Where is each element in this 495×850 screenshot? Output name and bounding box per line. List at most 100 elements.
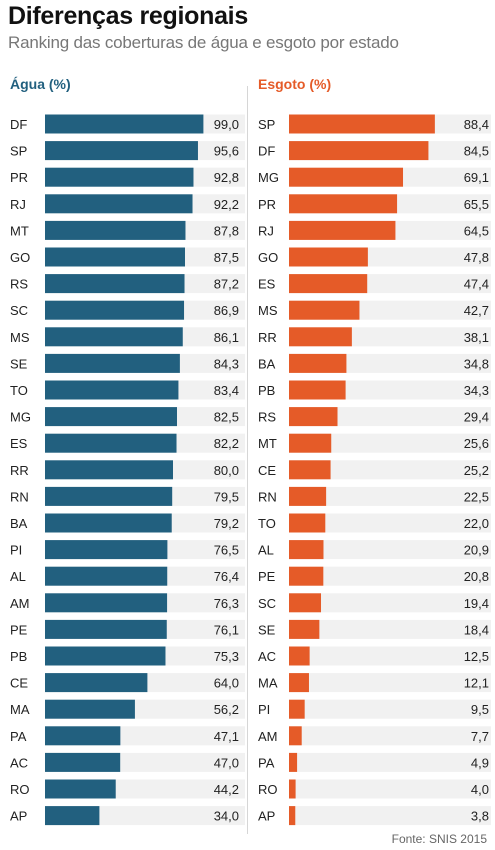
esgoto-value-label: 42,7 — [464, 303, 489, 318]
esgoto-value-label: 12,5 — [464, 649, 489, 664]
esgoto-category-label: RJ — [258, 223, 274, 238]
esgoto-category-label: SE — [258, 622, 276, 637]
agua-panel-title: Água (%) — [10, 76, 71, 92]
agua-bar — [45, 220, 186, 240]
agua-category-label: RS — [10, 277, 28, 292]
esgoto-category-label: MS — [258, 303, 278, 318]
esgoto-bar — [289, 300, 360, 320]
esgoto-value-label: 64,5 — [464, 223, 489, 238]
esgoto-value-label: 25,6 — [464, 436, 489, 451]
esgoto-category-label: SP — [258, 117, 275, 132]
esgoto-bar — [289, 752, 298, 772]
esgoto-bar-track — [289, 593, 491, 613]
agua-value-label: 75,3 — [214, 649, 239, 664]
agua-value-label: 86,9 — [214, 303, 239, 318]
esgoto-category-label: RS — [258, 410, 276, 425]
esgoto-bar-track — [289, 566, 491, 586]
esgoto-bar — [289, 433, 332, 453]
esgoto-bar — [289, 353, 347, 373]
agua-bar — [45, 540, 168, 560]
agua-value-label: 87,5 — [214, 250, 239, 265]
esgoto-value-label: 25,2 — [464, 463, 489, 478]
esgoto-bar — [289, 114, 435, 134]
esgoto-category-label: AC — [258, 649, 276, 664]
agua-bar — [45, 327, 183, 347]
agua-value-label: 76,3 — [214, 596, 239, 611]
agua-category-label: PA — [10, 729, 27, 744]
agua-value-label: 83,4 — [214, 383, 239, 398]
esgoto-value-label: 19,4 — [464, 596, 489, 611]
esgoto-category-label: MT — [258, 436, 277, 451]
esgoto-bar-track — [289, 726, 491, 746]
agua-value-label: 82,2 — [214, 436, 239, 451]
esgoto-category-label: RN — [258, 489, 277, 504]
agua-value-label: 79,5 — [214, 489, 239, 504]
agua-value-label: 76,4 — [214, 569, 239, 584]
esgoto-bar-track — [289, 460, 491, 480]
agua-value-label: 47,1 — [214, 729, 239, 744]
esgoto-category-label: MA — [258, 676, 278, 691]
agua-bar — [45, 699, 135, 719]
esgoto-bar — [289, 699, 305, 719]
esgoto-value-label: 65,5 — [464, 197, 489, 212]
agua-bar — [45, 460, 173, 480]
esgoto-bar — [289, 726, 302, 746]
esgoto-value-label: 69,1 — [464, 170, 489, 185]
agua-category-label: MA — [10, 702, 30, 717]
esgoto-value-label: 38,1 — [464, 330, 489, 345]
agua-category-label: RN — [10, 489, 29, 504]
esgoto-category-label: PB — [258, 383, 275, 398]
esgoto-value-label: 47,4 — [464, 277, 489, 292]
agua-bar — [45, 779, 116, 799]
esgoto-bar — [289, 806, 296, 826]
esgoto-bar — [289, 167, 404, 187]
esgoto-category-label: AM — [258, 729, 278, 744]
esgoto-category-label: BA — [258, 356, 276, 371]
agua-bar — [45, 167, 194, 187]
agua-bar — [45, 300, 185, 320]
agua-value-label: 64,0 — [214, 676, 239, 691]
esgoto-value-label: 47,8 — [464, 250, 489, 265]
esgoto-category-label: CE — [258, 463, 276, 478]
agua-category-label: PE — [10, 622, 28, 637]
esgoto-bar-track — [289, 619, 491, 639]
esgoto-category-label: AP — [258, 809, 275, 824]
esgoto-bar — [289, 486, 327, 506]
agua-category-label: RR — [10, 463, 29, 478]
panel-divider — [247, 86, 248, 834]
esgoto-bar-track — [289, 486, 491, 506]
agua-category-label: GO — [10, 250, 30, 265]
agua-category-label: ES — [10, 436, 28, 451]
esgoto-category-label: AL — [258, 543, 274, 558]
agua-bar — [45, 619, 167, 639]
agua-bar — [45, 513, 172, 533]
esgoto-category-label: MG — [258, 170, 279, 185]
agua-category-label: RJ — [10, 197, 26, 212]
esgoto-bar — [289, 566, 324, 586]
agua-value-label: 47,0 — [214, 755, 239, 770]
esgoto-bar-track — [289, 407, 491, 427]
esgoto-bar-track — [289, 540, 491, 560]
agua-bar — [45, 673, 148, 693]
agua-bar — [45, 566, 168, 586]
agua-bar — [45, 486, 173, 506]
esgoto-bar-track — [289, 806, 491, 826]
esgoto-bar — [289, 380, 346, 400]
agua-category-label: AL — [10, 569, 26, 584]
agua-category-label: PB — [10, 649, 27, 664]
agua-value-label: 79,2 — [214, 516, 239, 531]
agua-category-label: MT — [10, 223, 29, 238]
agua-category-label: PR — [10, 170, 28, 185]
esgoto-value-label: 9,5 — [471, 702, 489, 717]
agua-value-label: 99,0 — [214, 117, 239, 132]
agua-category-label: MG — [10, 410, 31, 425]
agua-category-label: SE — [10, 356, 28, 371]
esgoto-bar-track — [289, 513, 491, 533]
agua-category-label: DF — [10, 117, 27, 132]
agua-bar — [45, 380, 179, 400]
agua-value-label: 86,1 — [214, 330, 239, 345]
esgoto-value-label: 22,0 — [464, 516, 489, 531]
esgoto-category-label: PE — [258, 569, 276, 584]
agua-bar — [45, 806, 100, 826]
